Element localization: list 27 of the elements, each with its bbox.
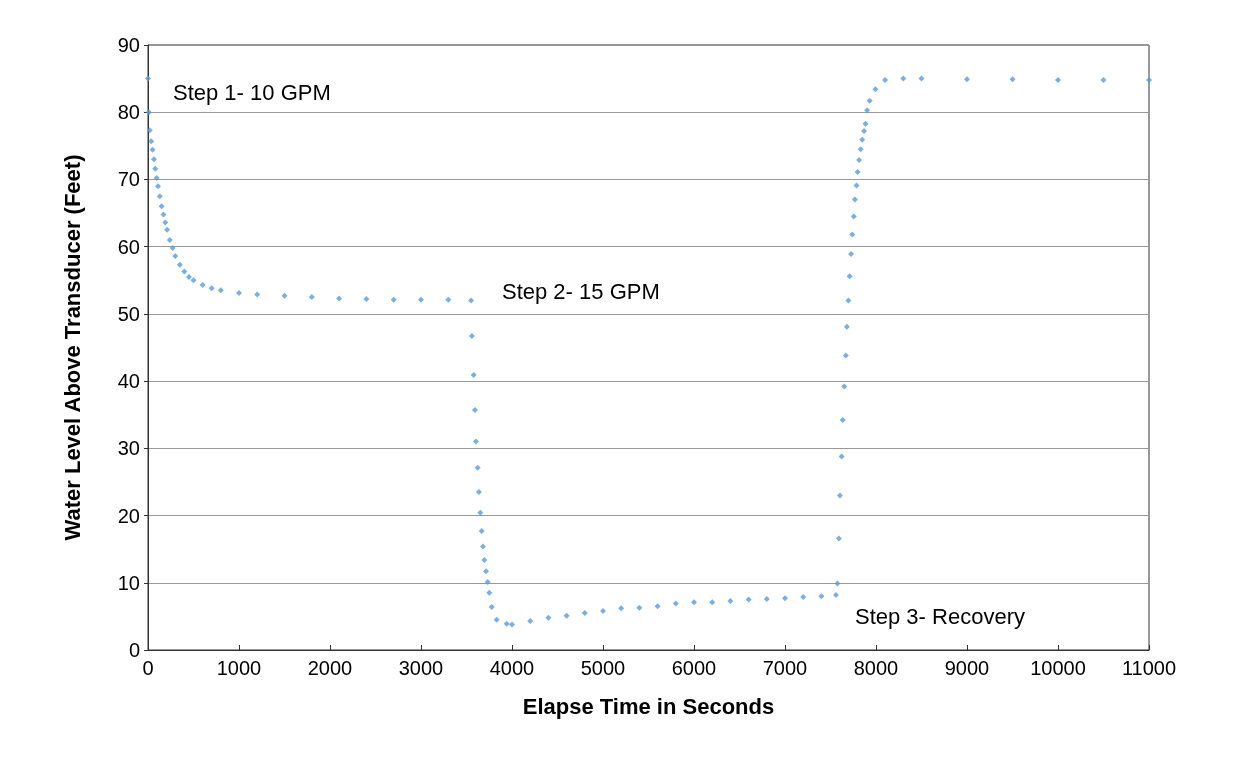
x-axis-title: Elapse Time in Seconds: [522, 693, 775, 719]
y-tick-label: 40: [117, 370, 140, 393]
x-tick-label: 3000: [398, 657, 444, 679]
annotation: Step 1- 10 GPM: [173, 79, 331, 105]
y-axis-title: Water Level Above Transducer (Feet): [59, 154, 85, 541]
y-tick-label: 20: [117, 504, 140, 527]
y-tick-label: 30: [117, 437, 140, 460]
x-tick-label: 11000: [1121, 657, 1177, 679]
x-tick-label: 5000: [580, 657, 626, 679]
x-tick-label: 0: [142, 657, 154, 679]
x-tick-label: 9000: [944, 657, 990, 679]
annotation: Step 2- 15 GPM: [502, 278, 660, 304]
y-tick-label: 0: [128, 639, 140, 661]
y-tick-label: 80: [117, 101, 140, 124]
y-tick-label: 10: [117, 571, 140, 594]
y-tick-label: 60: [117, 235, 140, 258]
x-tick-label: 2000: [307, 657, 353, 679]
x-tick-label: 8000: [853, 657, 899, 679]
x-tick-label: 10000: [1030, 657, 1086, 679]
y-tick-label: 50: [117, 302, 140, 325]
x-tick-label: 7000: [762, 657, 808, 679]
x-tick-label: 4000: [489, 657, 535, 679]
y-tick-label: 70: [117, 168, 140, 191]
x-tick-label: 1000: [216, 657, 262, 679]
x-tick-label: 6000: [671, 657, 717, 679]
annotation: Step 3- Recovery: [855, 603, 1025, 629]
y-tick-label: 90: [117, 34, 140, 56]
